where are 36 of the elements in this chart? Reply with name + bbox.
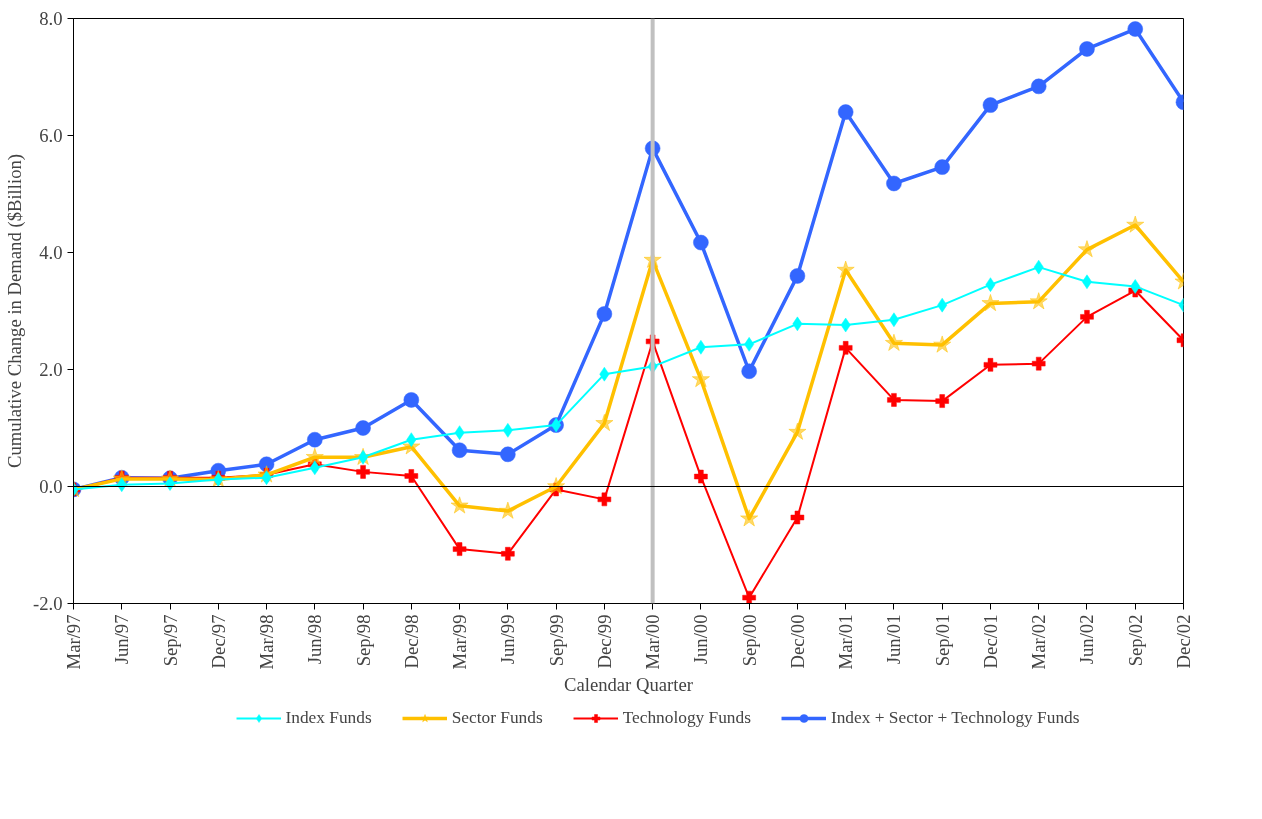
x-tick-label: Mar/01 [835, 614, 857, 670]
x-tick-label: Jun/00 [690, 614, 712, 665]
legend-label: Index + Sector + Technology Funds [830, 708, 1080, 728]
x-tick-label: Sep/97 [159, 614, 181, 667]
y-tick-label: -2.0 [32, 593, 63, 614]
x-tick-label: Mar/99 [449, 614, 471, 670]
x-tick-label: Jun/02 [1076, 614, 1098, 665]
x-tick-label: Mar/97 [63, 614, 84, 670]
x-tick-label: Sep/99 [545, 614, 567, 667]
x-tick-label: Jun/01 [883, 614, 905, 665]
x-tick-label: Dec/99 [593, 614, 615, 669]
x-tick-label: Jun/99 [497, 614, 519, 665]
x-tick-label: Sep/00 [738, 614, 760, 667]
x-tick-label: Mar/02 [1028, 614, 1050, 670]
x-tick-label: Jun/98 [304, 614, 326, 665]
y-tick-label: 4.0 [39, 242, 63, 263]
x-tick-label: Sep/01 [931, 614, 953, 667]
x-tick-label: Dec/01 [979, 614, 1001, 669]
y-tick-label: 8.0 [39, 8, 63, 29]
x-axis-title: Calendar Quarter [564, 674, 694, 696]
y-axis-title: Cumulative Change in Demand ($Billion) [3, 154, 26, 468]
x-tick-label: Jun/97 [111, 614, 133, 665]
y-tick-label: 0.0 [39, 476, 63, 497]
x-tick-label: Dec/98 [400, 614, 422, 669]
y-tick-label: 2.0 [39, 359, 63, 380]
legend-label: Index Funds [285, 708, 372, 728]
x-tick-label: Dec/00 [786, 614, 808, 669]
x-tick-label: Dec/02 [1173, 614, 1194, 669]
x-tick-label: Mar/00 [642, 614, 664, 670]
x-tick-label: Dec/97 [207, 614, 229, 669]
x-tick-label: Mar/98 [256, 614, 278, 670]
x-tick-label: Sep/02 [1124, 614, 1146, 667]
x-tick-label: Sep/98 [352, 614, 374, 667]
y-tick-label: 6.0 [39, 125, 63, 146]
legend-label: Technology Funds [622, 708, 751, 728]
legend-label: Sector Funds [451, 708, 543, 728]
